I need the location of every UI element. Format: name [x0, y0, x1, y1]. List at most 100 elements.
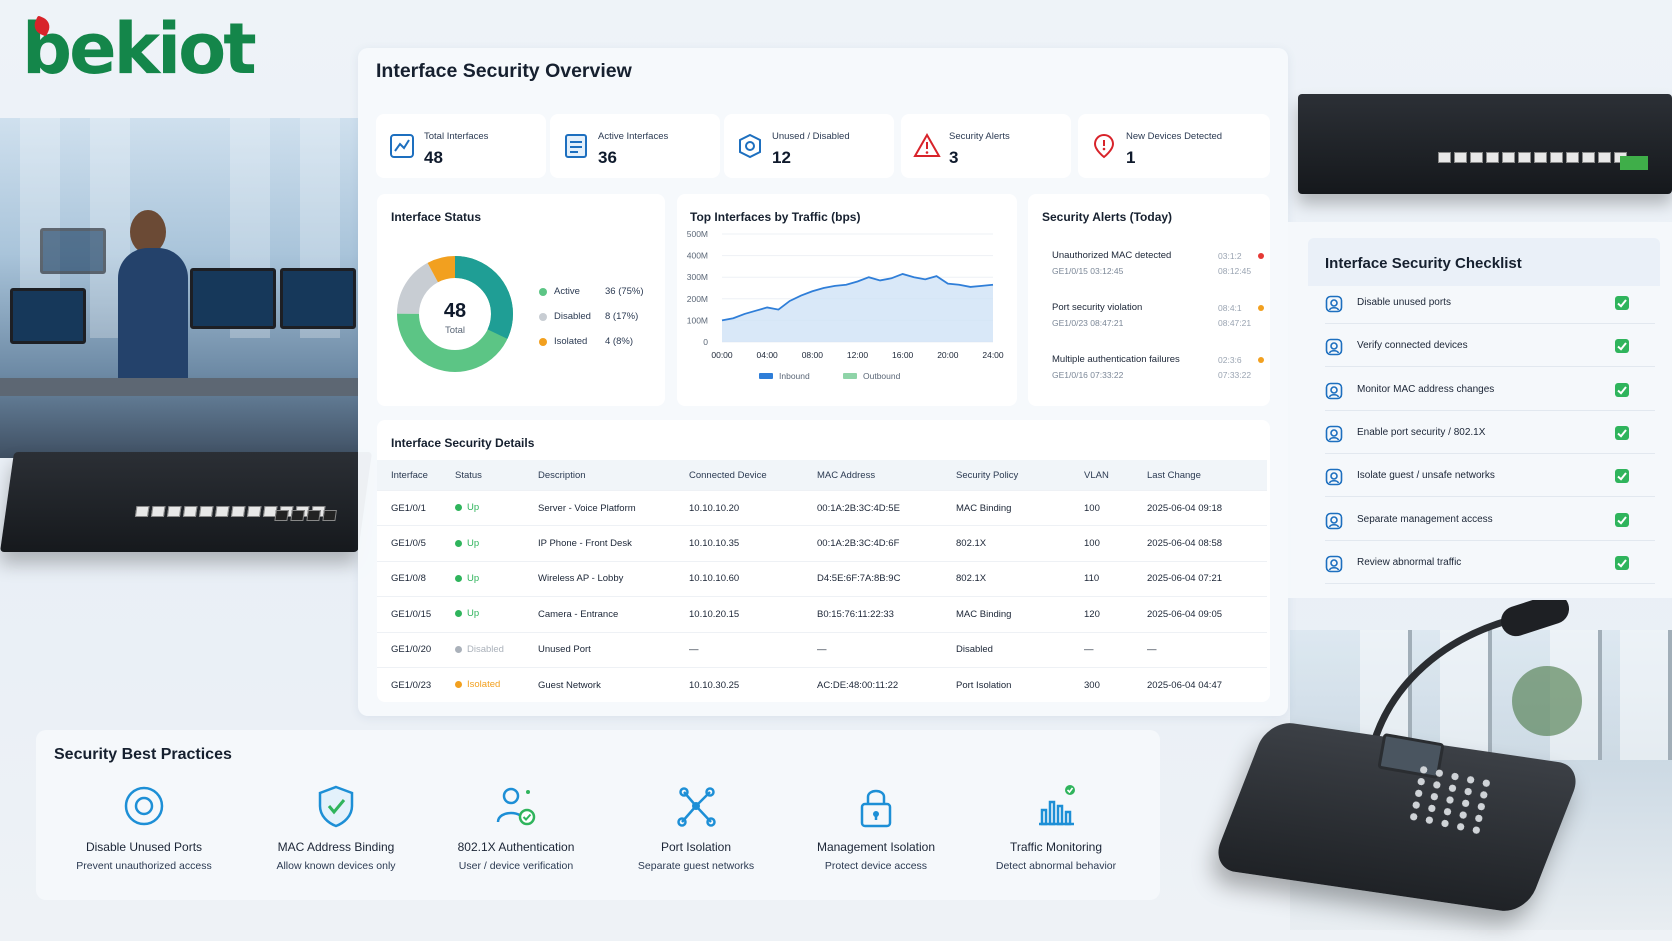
checklist-label: Review abnormal traffic	[1357, 556, 1462, 568]
alert-detail: GE1/0/23 08:47:21	[1052, 318, 1124, 328]
mac-cell: —	[817, 631, 956, 668]
column-header[interactable]: Last Change	[1147, 460, 1267, 491]
last-change-cell: 2025-06-04 09:05	[1147, 596, 1267, 633]
status-dot	[455, 681, 462, 689]
column-header[interactable]: Description	[538, 460, 689, 491]
stat-card-total[interactable]: Total Interfaces 48	[376, 114, 546, 178]
interface-status-card: Interface Status 48 Total Active 36 (75%…	[377, 194, 665, 406]
stat-card-new-devices[interactable]: New Devices Detected 1	[1078, 114, 1270, 178]
traffic-chart-card: Top Interfaces by Traffic (bps) 0 100M 200…	[677, 194, 1017, 406]
vlan-cell: 300	[1084, 666, 1147, 703]
column-header[interactable]: Security Policy	[956, 460, 1084, 491]
table-row[interactable]: GE1/0/23 Isolated Guest Network 10.10.30.25…	[377, 666, 1267, 703]
best-practice-desc: Prevent unauthorized access	[76, 860, 212, 872]
brand-logo: bekiot	[22, 14, 257, 84]
stat-label: Security Alerts	[949, 131, 1010, 142]
status-cell: Disabled	[455, 631, 538, 668]
column-header[interactable]: MAC Address	[817, 460, 956, 491]
table-row[interactable]: GE1/0/1 Up Server - Voice Platform 10.10.10…	[377, 489, 1267, 526]
checklist-item[interactable]: Separate management access	[1325, 502, 1655, 541]
status-label: Isolated	[467, 679, 501, 691]
best-practice-item[interactable]: 802.1X Authentication User / device verif…	[426, 784, 606, 872]
checklist-item[interactable]: Verify connected devices	[1325, 328, 1655, 368]
best-practice-item[interactable]: Port Isolation Separate guest networks	[606, 784, 786, 872]
stat-card-alerts[interactable]: Security Alerts 3	[901, 114, 1071, 178]
table-row[interactable]: GE1/0/8 Up Wireless AP - Lobby 10.10.10.60 D…	[377, 560, 1267, 597]
column-header[interactable]: Interface	[377, 460, 455, 491]
stat-value: 36	[598, 148, 617, 167]
best-practices-panel	[36, 730, 1160, 900]
table-row[interactable]: GE1/0/20 Disabled Unused Port — — Disabled — —	[377, 631, 1267, 668]
network-nodes-icon	[677, 787, 716, 827]
interface-cell: GE1/0/5	[377, 525, 455, 562]
policy-cell: 802.1X	[956, 560, 1084, 597]
mac-cell: B0:15:76:11:22:33	[817, 596, 956, 633]
stat-value: 1	[1126, 148, 1136, 167]
bar-monitor-icon	[1039, 785, 1075, 826]
checkbox-checked-icon[interactable]	[1615, 296, 1629, 310]
legend-dot-active	[539, 287, 547, 296]
best-practice-item[interactable]: Disable Unused Ports Prevent unauthorized…	[54, 784, 234, 872]
status-cell: Up	[455, 525, 538, 562]
status-label: Up	[467, 537, 480, 549]
checkbox-checked-icon[interactable]	[1615, 469, 1629, 484]
checklist-label: Separate management access	[1357, 513, 1493, 525]
donut-total-label: Total	[445, 325, 465, 336]
checkbox-checked-icon[interactable]	[1615, 425, 1629, 440]
best-practice-item[interactable]: Management Isolation Protect device acces…	[786, 784, 966, 872]
y-tick-label: 400M	[687, 251, 708, 261]
network-switch-image-right	[1298, 94, 1672, 194]
status-cell: Isolated	[455, 666, 538, 703]
status-label: Up	[467, 502, 480, 514]
device-cell: 10.10.20.15	[689, 596, 817, 633]
column-header[interactable]: VLAN	[1084, 460, 1147, 491]
best-practice-title: Management Isolation	[816, 840, 936, 854]
legend-label: Active	[554, 286, 580, 297]
legend-count: 36 (75%)	[605, 286, 644, 297]
device-cell: 10.10.10.60	[689, 560, 817, 597]
checklist-item[interactable]: Isolate guest / unsafe networks	[1325, 458, 1655, 498]
legend-label: Isolated	[554, 336, 588, 347]
x-tick-label: 00:00	[711, 350, 733, 360]
guest-network-icon	[1325, 468, 1343, 486]
interface-cell: GE1/0/1	[377, 489, 455, 526]
port-icon	[1325, 295, 1343, 313]
alert-item[interactable]: Multiple authentication failures GE1/0/1…	[1052, 354, 1264, 380]
checklist-header	[1308, 238, 1660, 286]
checkbox-checked-icon[interactable]	[1615, 339, 1629, 354]
disabled-port-icon	[739, 133, 761, 159]
alert-triangle-icon	[913, 132, 941, 157]
best-practice-desc: Detect abnormal behavior	[995, 860, 1117, 872]
vlan-cell: 110	[1084, 560, 1147, 597]
best-practice-title: Disable Unused Ports	[85, 840, 203, 854]
policy-cell: MAC Binding	[956, 596, 1084, 633]
column-header[interactable]: Status	[455, 460, 538, 491]
y-tick-label: 0	[703, 337, 708, 347]
stat-value: 48	[424, 148, 443, 167]
checklist-item[interactable]: Disable unused ports	[1325, 285, 1655, 324]
traffic-review-icon	[1325, 555, 1343, 573]
alert-severity-dot	[1258, 305, 1264, 311]
table-row[interactable]: GE1/0/5 Up IP Phone - Front Desk 10.10.10.3…	[377, 525, 1267, 562]
checklist-item[interactable]: Review abnormal traffic	[1325, 545, 1655, 584]
alert-item[interactable]: Unauthorized MAC detected GE1/0/15 03:12…	[1052, 250, 1264, 276]
alert-item[interactable]: Port security violation GE1/0/23 08:47:2…	[1052, 302, 1264, 328]
status-dot	[455, 574, 462, 582]
description-cell: Unused Port	[538, 631, 689, 668]
stat-card-active[interactable]: Active Interfaces 36	[550, 114, 720, 178]
column-header[interactable]: Connected Device	[689, 460, 817, 491]
table-row[interactable]: GE1/0/15 Up Camera - Entrance 10.10.20.15 B0…	[377, 596, 1267, 633]
status-cell: Up	[455, 560, 538, 597]
checklist-item[interactable]: Monitor MAC address changes	[1325, 372, 1655, 411]
checkbox-checked-icon[interactable]	[1615, 382, 1629, 397]
best-practice-item[interactable]: Traffic Monitoring Detect abnormal behavi…	[966, 784, 1146, 872]
checklist-item[interactable]: Enable port security / 802.1X	[1325, 415, 1655, 454]
stat-card-unused[interactable]: Unused / Disabled 12	[724, 114, 894, 178]
checkbox-checked-icon[interactable]	[1615, 512, 1629, 527]
interface-details-card: Interface Security Details Interface Sta…	[377, 420, 1270, 703]
policy-cell: Disabled	[956, 631, 1084, 668]
best-practice-item[interactable]: MAC Address Binding Allow known devices o…	[246, 784, 426, 872]
y-tick-label: 300M	[687, 272, 708, 282]
best-practices-title: Security Best Practices	[54, 746, 232, 763]
checkbox-checked-icon[interactable]	[1615, 555, 1629, 570]
